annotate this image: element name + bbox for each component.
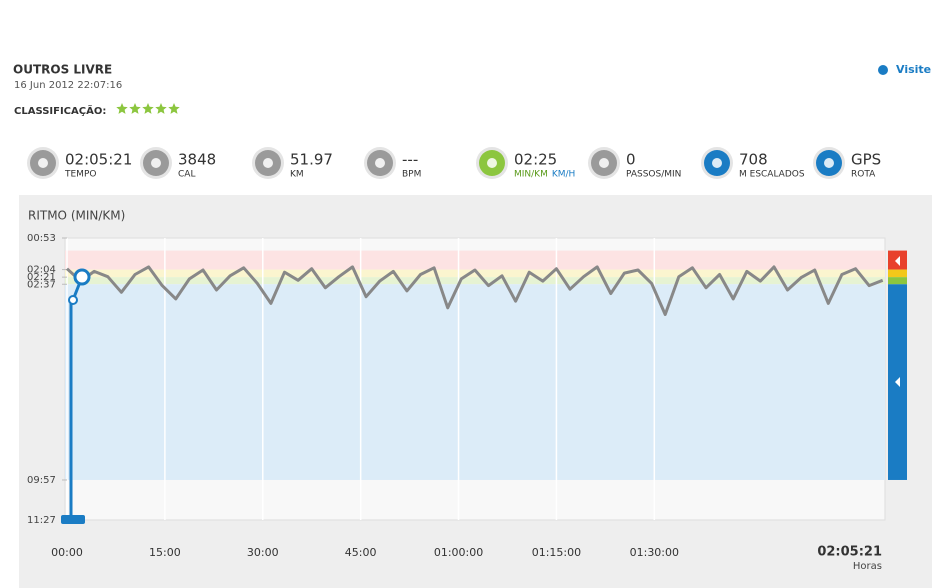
start-point — [68, 295, 78, 305]
chart-title: RITMO (MIN/KM) — [28, 209, 125, 223]
stat-value: GPS — [851, 151, 881, 169]
rating-star — [155, 103, 167, 114]
stat-icon-glyph — [263, 158, 273, 168]
stat-label: MIN/KM — [514, 170, 548, 180]
visit-link[interactable]: Visite — [896, 63, 931, 76]
activity-title: OUTROS LIVRE — [13, 63, 112, 77]
zone-yellow — [65, 269, 885, 278]
stat-label: TEMPO — [64, 170, 96, 180]
y-tick-label: 02:21 — [27, 272, 56, 283]
end-time: 02:05:21 — [817, 545, 882, 560]
y-tick-label: 11:27 — [27, 515, 56, 526]
rating-label: CLASSIFICAÇÃO: — [14, 104, 106, 117]
stat-value: 708 — [739, 151, 768, 169]
y-tick-label: 02:37 — [27, 279, 56, 290]
pace-line — [65, 265, 884, 316]
x-tick-label: 30:00 — [247, 546, 279, 559]
stat-value: --- — [402, 151, 418, 169]
rating-star — [168, 103, 180, 114]
x-tick-label: 01:15:00 — [532, 546, 581, 559]
x-tick-label: 15:00 — [149, 546, 181, 559]
zone-bar-green — [888, 277, 907, 285]
y-tick-label: 02:04 — [27, 265, 56, 276]
x-unit: Horas — [853, 561, 882, 572]
zone-arrow — [895, 256, 900, 266]
stat-label: BPM — [402, 170, 421, 180]
stat-label: CAL — [178, 170, 195, 180]
stat-icon-glyph — [375, 158, 385, 168]
x-tick-label: 01:30:00 — [630, 546, 679, 559]
stat-icon-glyph — [824, 158, 834, 168]
zone-arrow — [895, 377, 900, 387]
zone-green — [65, 277, 885, 285]
x-tick-label: 01:00:00 — [434, 546, 483, 559]
x-tick-label: 45:00 — [345, 546, 377, 559]
scrub-handle — [61, 515, 85, 524]
zone-red — [65, 250, 885, 270]
stat-icon-glyph — [712, 158, 722, 168]
zone-blue — [65, 284, 885, 480]
stat-value: 02:25 — [514, 151, 557, 169]
stat-value: 3848 — [178, 151, 216, 169]
stat-icon-glyph — [599, 158, 609, 168]
stat-value: 51.97 — [290, 151, 333, 169]
stat-value: 0 — [626, 151, 636, 169]
stat-label: M ESCALADOS — [739, 170, 805, 180]
stat-label: ROTA — [851, 170, 876, 180]
rating-star — [142, 103, 154, 114]
stat-icon-glyph — [487, 158, 497, 168]
x-tick-label: 00:00 — [51, 546, 83, 559]
y-tick-label: 00:53 — [27, 233, 56, 244]
rating-star — [116, 103, 128, 114]
zone-bar-yellow — [888, 269, 907, 278]
stat-icon-glyph — [151, 158, 161, 168]
link-icon[interactable] — [878, 65, 888, 75]
stat-value: 02:05:21 — [65, 151, 132, 169]
start-handle — [73, 268, 91, 286]
stat-label: PASSOS/MIN — [626, 170, 681, 180]
y-tick-label: 09:57 — [27, 475, 56, 486]
stat-label: KM — [290, 170, 304, 180]
stat-icon-glyph — [38, 158, 48, 168]
activity-date: 16 Jun 2012 22:07:16 — [14, 80, 122, 91]
stat-label-alt: KM/H — [552, 170, 575, 180]
rating-star — [129, 103, 141, 114]
